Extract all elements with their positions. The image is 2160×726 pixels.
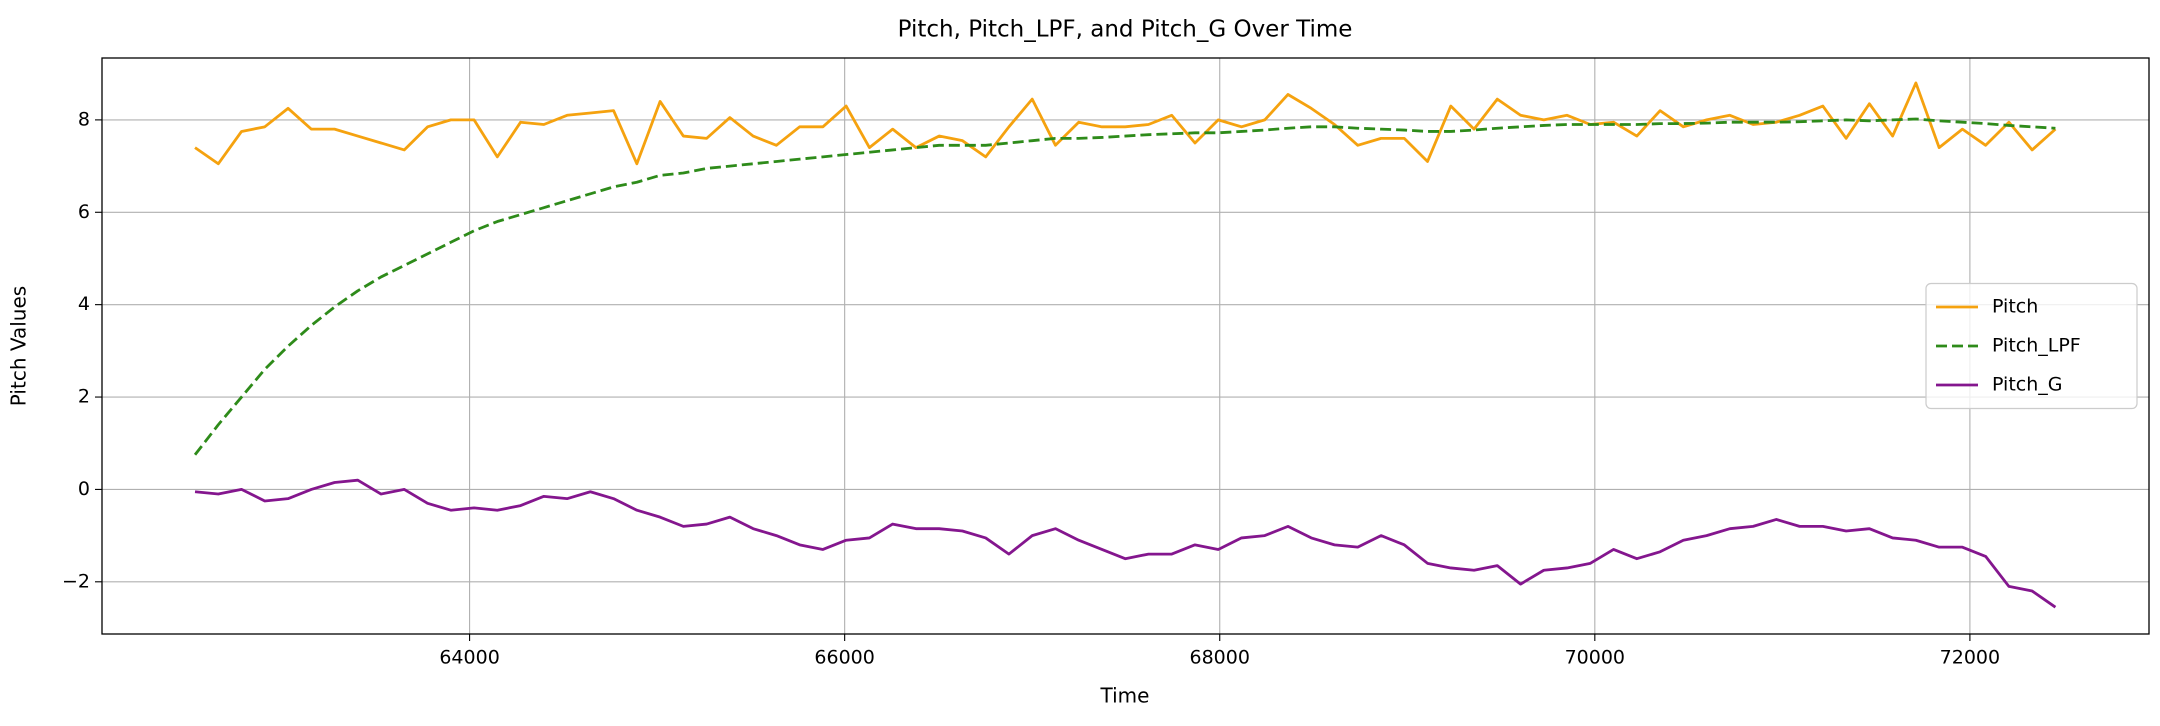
x-tick-label: 70000 xyxy=(1565,647,1625,669)
x-tick-label: 68000 xyxy=(1190,647,1250,669)
chart-title: Pitch, Pitch_LPF, and Pitch_G Over Time xyxy=(898,17,1353,43)
x-axis-label: Time xyxy=(1100,684,1150,708)
legend-box xyxy=(1925,282,2138,410)
x-tick-label: 66000 xyxy=(814,647,874,669)
series-line xyxy=(194,478,2057,609)
y-tick-label: 6 xyxy=(78,201,90,223)
y-axis-label: Pitch Values xyxy=(7,286,31,406)
series-line xyxy=(194,81,2057,166)
y-tick-label: 8 xyxy=(78,108,90,130)
series-line xyxy=(193,117,2056,456)
legend-label: Pitch_LPF xyxy=(1992,335,2081,357)
x-tick-label: 64000 xyxy=(439,647,499,669)
y-tick-label: −2 xyxy=(62,570,90,592)
y-tick-label: 2 xyxy=(78,386,90,408)
legend-label: Pitch xyxy=(1992,296,2038,318)
y-tick-label: 4 xyxy=(78,293,90,315)
legend-label: Pitch_G xyxy=(1992,374,2062,396)
x-tick-label: 72000 xyxy=(1940,647,2000,669)
legend: Pitch Pitch_LPF Pitch_G xyxy=(1925,282,2138,410)
y-tick-label: 0 xyxy=(78,478,90,500)
plot-frame xyxy=(101,57,2150,635)
